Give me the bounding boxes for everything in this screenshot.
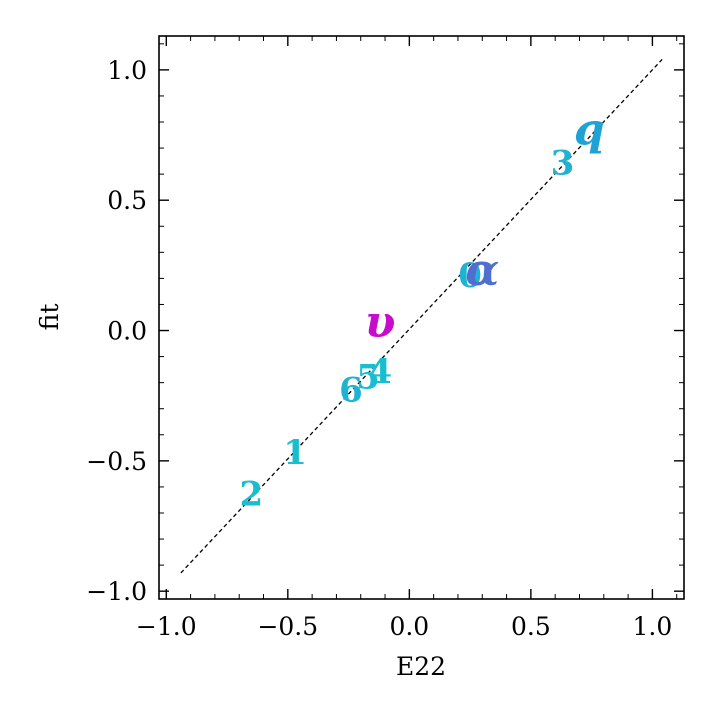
point-label: 3 [551,144,575,184]
point-label: 0 [458,256,482,296]
reference-line [180,59,663,574]
point-label-layer: 0 12 3 456 q α υ [240,104,605,514]
x-axis-label: E22 [396,652,446,681]
x-tick-label: 1.0 [633,612,673,641]
y-tick-label: −0.5 [86,447,147,476]
point-label: 5 [356,357,380,397]
x-tick-label: 0.5 [511,612,551,641]
plot-frame [158,35,685,600]
point-label: 2 [240,475,264,515]
point-label: 1 [283,433,307,473]
point-label: α [465,245,499,296]
tick-label-layer: −1.0 −0.5 0.0 0.5 1.0 −1.0 −0.5 0.0 0.5 1.0 [86,56,672,641]
y-tick-label: 0.5 [107,186,147,215]
point-label: 6 [339,370,363,410]
x-tick-label: 0.0 [389,612,429,641]
y-tick-label: −1.0 [86,577,147,606]
tick-layer [159,36,684,599]
x-tick-label: −1.0 [136,612,197,641]
x-tick-label: −0.5 [257,612,318,641]
point-label: υ [365,297,396,348]
y-tick-label: 0.0 [107,317,147,346]
reference-line-layer [180,59,663,574]
y-axis-label: fit [35,304,64,331]
y-tick-label: 1.0 [107,56,147,85]
point-label: 4 [368,352,392,392]
point-label: q [574,104,605,155]
